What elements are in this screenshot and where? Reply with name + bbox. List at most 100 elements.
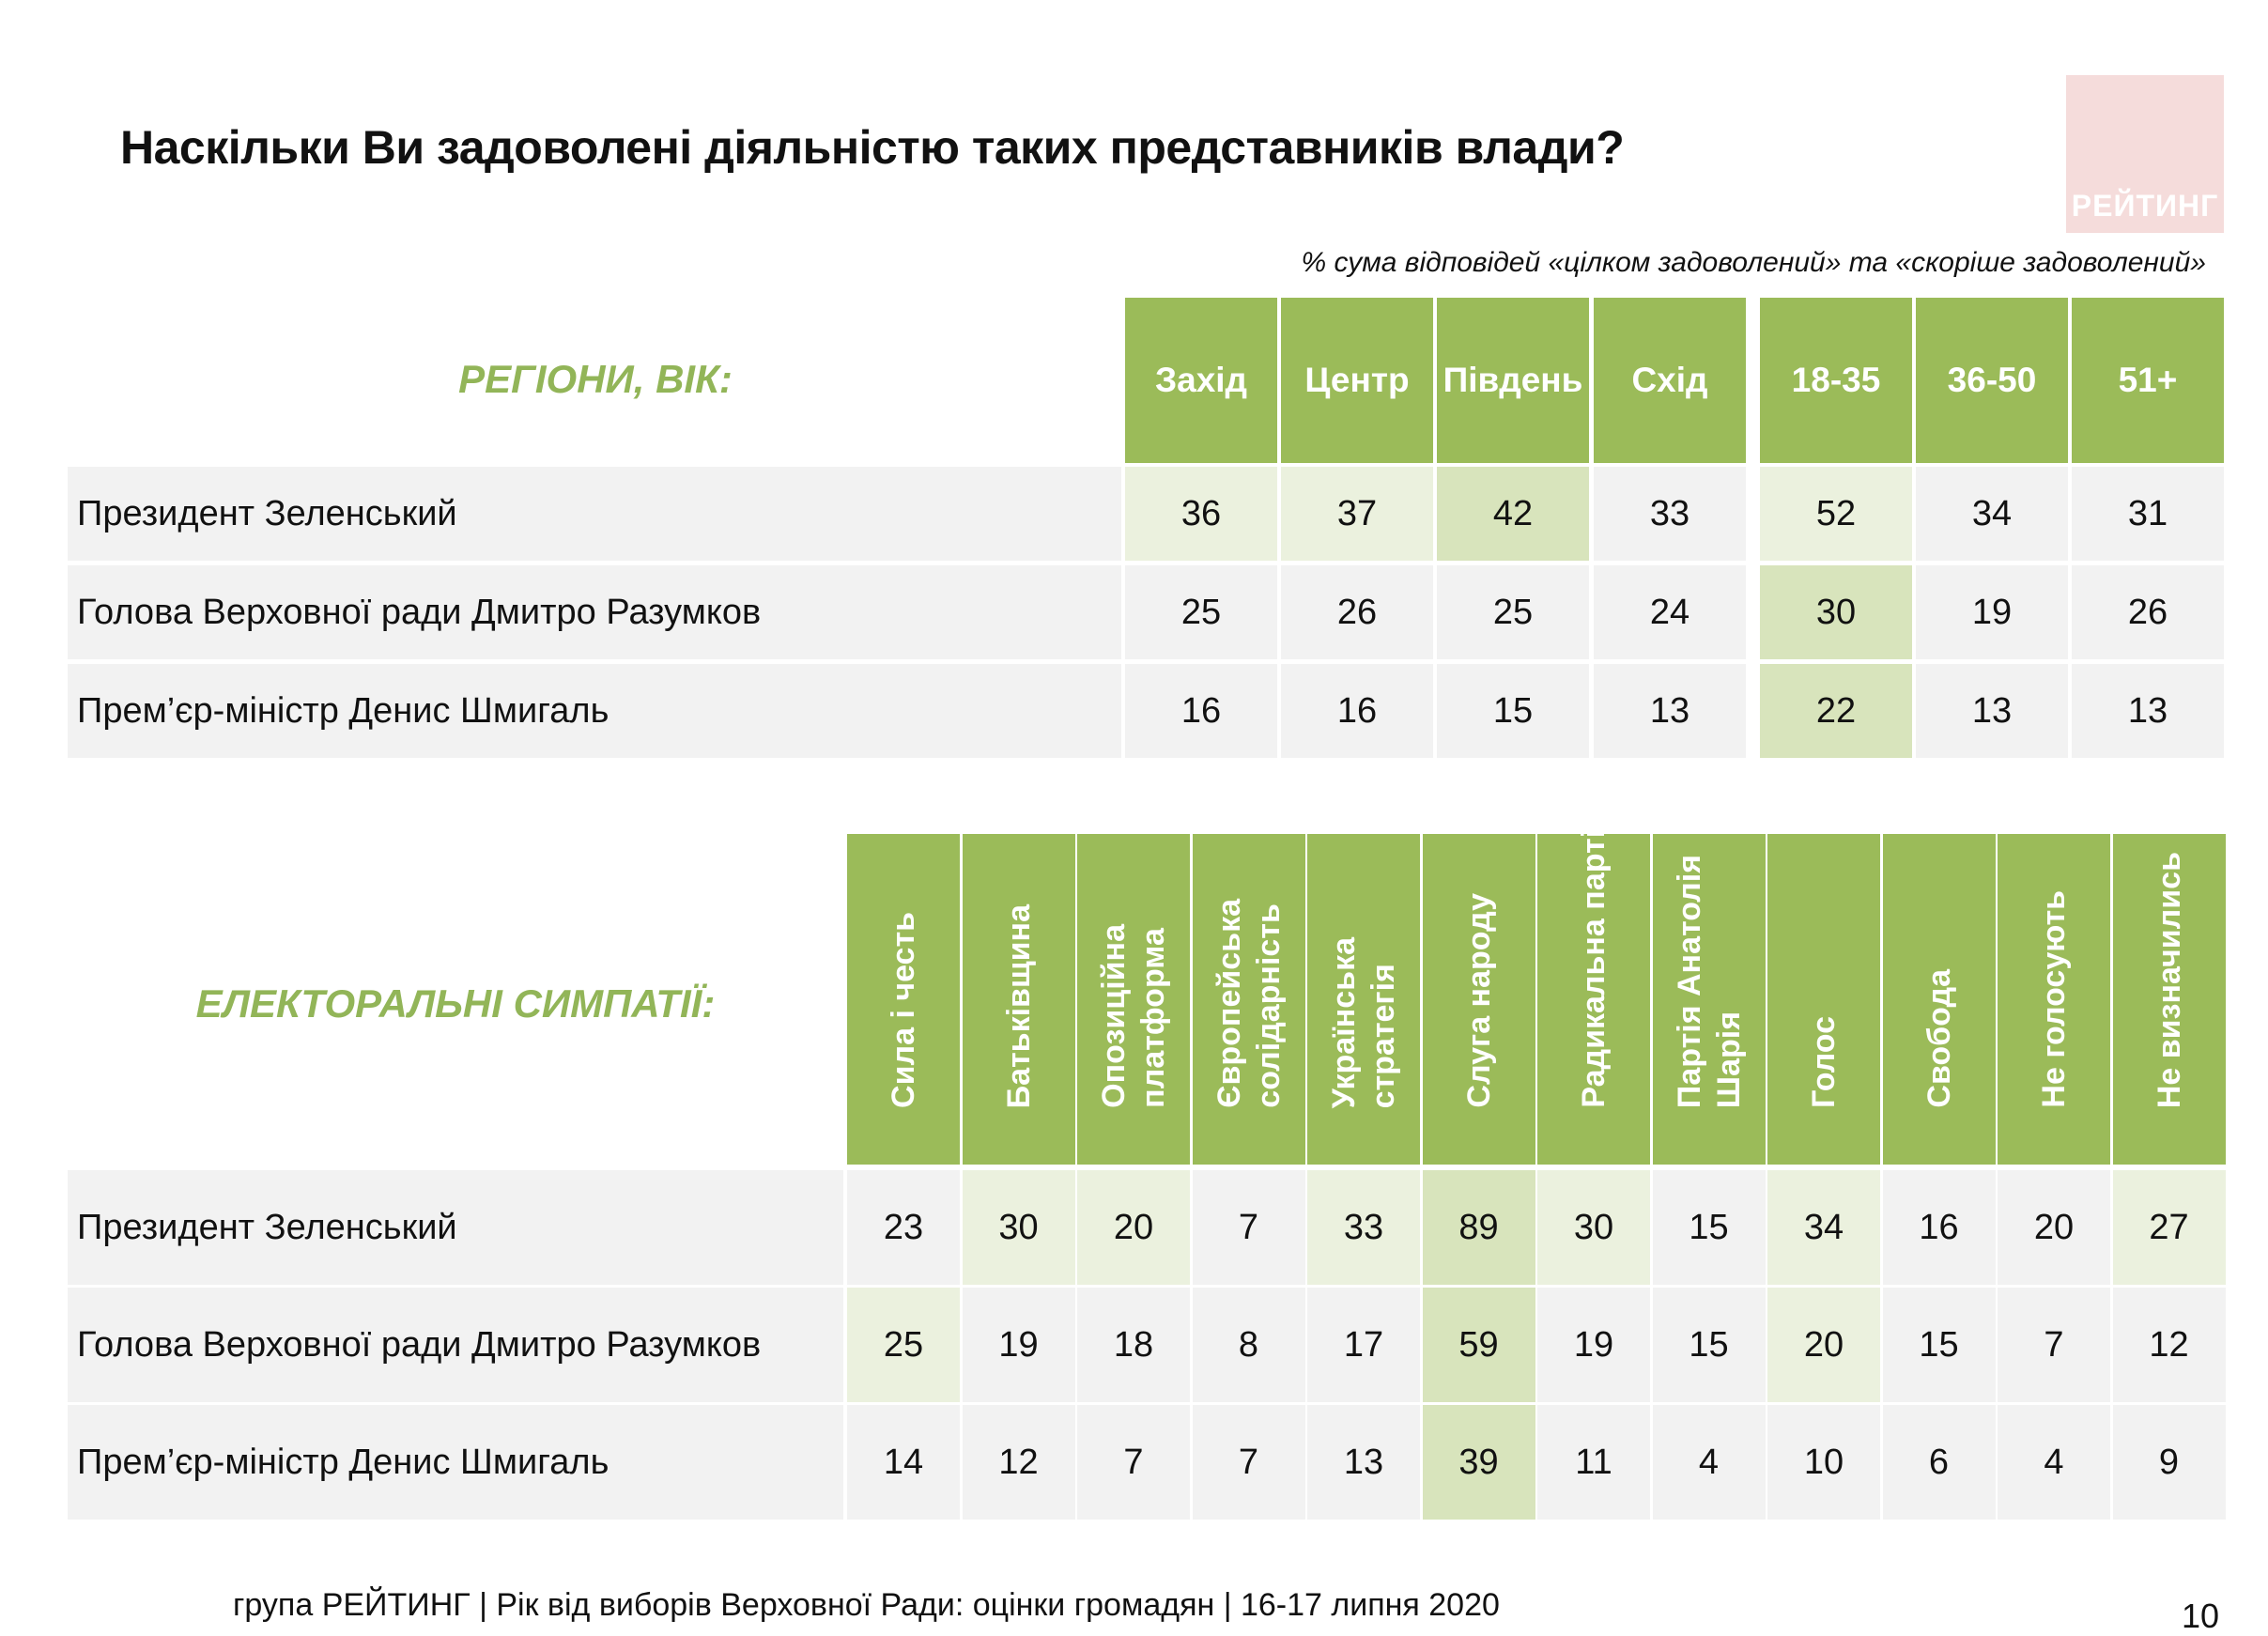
table-cell: 20 [1767,1288,1880,1402]
row-label: Прем’єр-міністр Денис Шмигаль [77,690,609,731]
table-cell: 20 [1998,1170,2110,1285]
section-label-electoral: ЕЛЕКТОРАЛЬНІ СИМПАТІЇ: [195,981,716,1026]
table-cell: 13 [2072,664,2224,758]
table-cell: 34 [1767,1170,1880,1285]
row-label: Прем’єр-міністр Денис Шмигаль [77,1442,609,1482]
column-header-text: Сила і честь [886,912,921,1108]
row-label-background [68,1405,843,1520]
table-cell: 15 [1437,664,1589,758]
row-label-background [68,467,1121,561]
table-cell: 13 [1594,664,1746,758]
column-header: Українська стратегія [1307,834,1420,1165]
table-cell: 89 [1422,1170,1535,1285]
table-cell: 16 [1882,1170,1996,1285]
page-title: Наскільки Ви задоволені діяльністю таких… [120,121,1625,174]
table-cell: 12 [962,1405,1075,1520]
column-header-text: Свобода [1921,969,1957,1108]
table-cell: 13 [1307,1405,1420,1520]
table-cell: 4 [1998,1405,2110,1520]
column-header: Не голосують [1998,834,2110,1165]
table-cell: 20 [1077,1170,1190,1285]
table-cell: 22 [1760,664,1912,758]
column-header-text: Батьківщина [1000,903,1037,1108]
table-cell: 15 [1652,1288,1766,1402]
column-header: 36-50 [1916,298,2068,463]
column-header: Схід [1594,298,1746,463]
table-cell: 16 [1125,664,1277,758]
table-cell: 12 [2112,1288,2226,1402]
table-cell: 23 [847,1170,960,1285]
column-header: Не визначились [2112,834,2226,1165]
rating-logo: РЕЙТИНГ [2066,75,2224,233]
column-header: Опозиційна платформа [1077,834,1190,1165]
table-cell: 34 [1916,467,2068,561]
table-cell: 15 [1882,1288,1996,1402]
table-cell: 11 [1537,1405,1650,1520]
column-header-text: Не визначились [2151,851,2187,1108]
table-cell: 36 [1125,467,1277,561]
table-cell: 6 [1882,1405,1996,1520]
table-cell: 8 [1192,1288,1305,1402]
table-cell: 25 [1125,565,1277,659]
table-cell: 31 [2072,467,2224,561]
column-header: Радикальна партія [1537,810,1650,1165]
row-label-background [68,1288,843,1402]
column-header-text: Радикальна партія [1576,810,1612,1108]
page-number: 10 [2181,1597,2219,1635]
column-header-text: Українська стратегія [1326,936,1401,1108]
column-header: 18-35 [1760,298,1912,463]
column-header: Партія Анатолія Шарія [1652,834,1766,1165]
row-label: Президент Зеленський [77,493,457,533]
table-cell: 19 [1537,1288,1650,1402]
column-header: Свобода [1882,834,1996,1165]
table-cell: 27 [2112,1170,2226,1285]
table-cell: 18 [1077,1288,1190,1402]
table-cell: 39 [1422,1405,1535,1520]
table-cell: 16 [1281,664,1433,758]
table-cell: 26 [2072,565,2224,659]
row-label-background [68,664,1121,758]
column-header: Сила і честь [847,834,960,1165]
column-header: Слуга народу [1422,834,1535,1165]
table-cell: 13 [1916,664,2068,758]
column-header-text: Європейська солідарність [1211,899,1287,1108]
table-cell: 15 [1652,1170,1766,1285]
table-cell: 9 [2112,1405,2226,1520]
column-header: Захід [1125,298,1277,463]
column-header: Європейська солідарність [1192,834,1305,1165]
column-header: Центр [1281,298,1433,463]
table-cell: 42 [1437,467,1589,561]
column-header: Батьківщина [962,834,1075,1165]
table-cell: 26 [1281,565,1433,659]
table-cell: 30 [1760,565,1912,659]
row-label: Президент Зеленський [77,1207,457,1247]
row-label: Голова Верховної ради Дмитро Разумков [77,592,762,632]
table-cell: 7 [1192,1170,1305,1285]
table-cell: 25 [1437,565,1589,659]
row-label-background [68,565,1121,659]
column-header: Південь [1437,298,1589,463]
table-cell: 52 [1760,467,1912,561]
row-label: Голова Верховної ради Дмитро Разумков [77,1324,762,1365]
table-cell: 10 [1767,1405,1880,1520]
column-header-text: Голос [1806,1016,1842,1108]
column-header: Голос [1767,834,1880,1165]
column-header: 51+ [2072,298,2224,463]
table-cell: 33 [1307,1170,1420,1285]
table-cell: 7 [1077,1405,1190,1520]
table-cell: 7 [1192,1405,1305,1520]
logo-text: РЕЙТИНГ [2071,189,2219,223]
table-cell: 19 [962,1288,1075,1402]
table-cell: 25 [847,1288,960,1402]
table-cell: 4 [1652,1405,1766,1520]
table-cell: 7 [1998,1288,2110,1402]
measure-note: % сума відповідей «цілком задоволений» т… [1301,247,2206,278]
table-cell: 14 [847,1405,960,1520]
section-label-regions-age: РЕГІОНИ, ВІК: [458,357,733,401]
column-header-text: Партія Анатолія Шарія [1671,854,1747,1108]
table-cell: 30 [1537,1170,1650,1285]
table-cell: 37 [1281,467,1433,561]
row-label-background [68,1170,843,1285]
table-cell: 33 [1594,467,1746,561]
column-header-text: Слуга народу [1460,893,1497,1108]
